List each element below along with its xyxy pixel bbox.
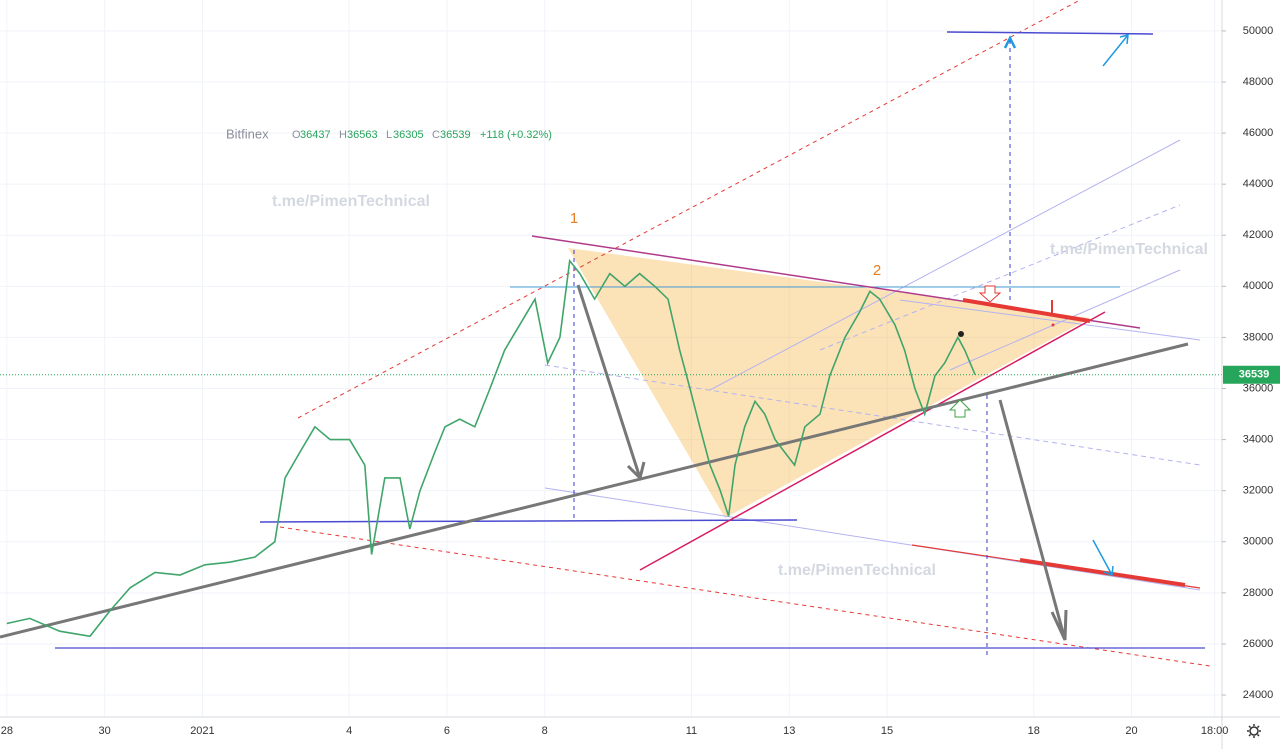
x-tick-label: 18:00 xyxy=(1201,725,1229,737)
parallel-line xyxy=(544,487,1201,591)
y-tick-label: 24000 xyxy=(1243,689,1274,701)
parallel-line xyxy=(709,139,1181,391)
down-marker xyxy=(978,285,1002,303)
x-tick-label: 30 xyxy=(99,725,111,737)
trendline xyxy=(0,342,1189,639)
y-tick-label: 30000 xyxy=(1243,536,1274,548)
red-line xyxy=(962,298,1091,323)
x-tick-label: 13 xyxy=(783,725,795,737)
settings-icon[interactable] xyxy=(1247,724,1261,738)
parallel-line xyxy=(899,299,1201,341)
ohlc-value: 36437 xyxy=(300,129,331,141)
y-tick-label: 44000 xyxy=(1243,178,1274,190)
annotation: 2 xyxy=(873,262,881,279)
watermark: t.me/PimenTechnical xyxy=(778,562,936,579)
arrow xyxy=(576,284,646,481)
ohlc-change: +118 (+0.32%) xyxy=(480,129,552,141)
ohlc-label: C xyxy=(432,129,440,141)
ohlc-label: H xyxy=(339,129,347,141)
watermark: t.me/PimenTechnical xyxy=(1050,241,1208,258)
y-tick-label: 42000 xyxy=(1243,229,1274,241)
x-tick-label: 28 xyxy=(1,725,13,737)
mark xyxy=(1051,323,1055,327)
y-tick-label: 26000 xyxy=(1243,638,1274,650)
triangle-fill xyxy=(568,248,1090,518)
ohlc-label: L xyxy=(386,129,392,141)
arrow xyxy=(998,399,1068,641)
plot xyxy=(0,258,1222,638)
x-tick-label: 20 xyxy=(1125,725,1137,737)
x-tick-label: 8 xyxy=(542,725,548,737)
up-marker xyxy=(948,399,972,418)
x-tick-label: 11 xyxy=(686,725,697,737)
last-price-label: 36539 xyxy=(1239,369,1270,381)
x-tick-label: 18 xyxy=(1028,725,1040,737)
y-tick-label: 50000 xyxy=(1243,25,1274,37)
ohlc-value: 36305 xyxy=(393,129,424,141)
ohlc: O 36437 H 36563 L 36305 C 36539 +118 (+0… xyxy=(292,129,552,141)
annotation: 1 xyxy=(570,210,578,227)
parallel-line xyxy=(819,204,1181,351)
ohlc-value: 36563 xyxy=(347,129,378,141)
y-tick-label: 38000 xyxy=(1243,331,1274,343)
parallel-line xyxy=(949,269,1181,371)
arrow xyxy=(1092,539,1114,577)
drawings xyxy=(0,0,1211,667)
triangle-lower xyxy=(639,311,1106,571)
arrow xyxy=(1003,35,1017,49)
price-line xyxy=(6,258,976,638)
source: Bitfinex xyxy=(226,126,269,141)
y-tick-label: 28000 xyxy=(1243,587,1274,599)
x-tick-label: 6 xyxy=(444,725,450,737)
channel-upper xyxy=(297,0,1081,419)
watermark: t.me/PimenTechnical xyxy=(272,193,430,210)
x-tick-label: 15 xyxy=(881,725,893,737)
y-tick-label: 48000 xyxy=(1243,76,1274,88)
ohlc-value: 36539 xyxy=(440,129,471,141)
y-tick-label: 34000 xyxy=(1243,434,1274,446)
red-line xyxy=(1019,558,1186,587)
y-tick-label: 32000 xyxy=(1243,485,1274,497)
last-price-tag xyxy=(1223,365,1280,384)
x-tick-label: 2021 xyxy=(190,725,214,737)
axes: 24000 26000 28000 30000 32000 34000 36000 38000… xyxy=(1,25,1280,737)
y-tick-label: 46000 xyxy=(1243,127,1274,139)
mark xyxy=(958,331,964,337)
ohlc-label: O xyxy=(292,129,301,141)
y-tick-label: 40000 xyxy=(1243,280,1274,292)
x-tick-label: 4 xyxy=(346,725,352,737)
grid xyxy=(0,0,1222,717)
level-line xyxy=(259,519,798,523)
target-line xyxy=(946,31,1154,35)
arrow xyxy=(1102,34,1129,67)
y-tick-label: 36000 xyxy=(1243,382,1274,394)
parallel-line xyxy=(544,364,1201,466)
